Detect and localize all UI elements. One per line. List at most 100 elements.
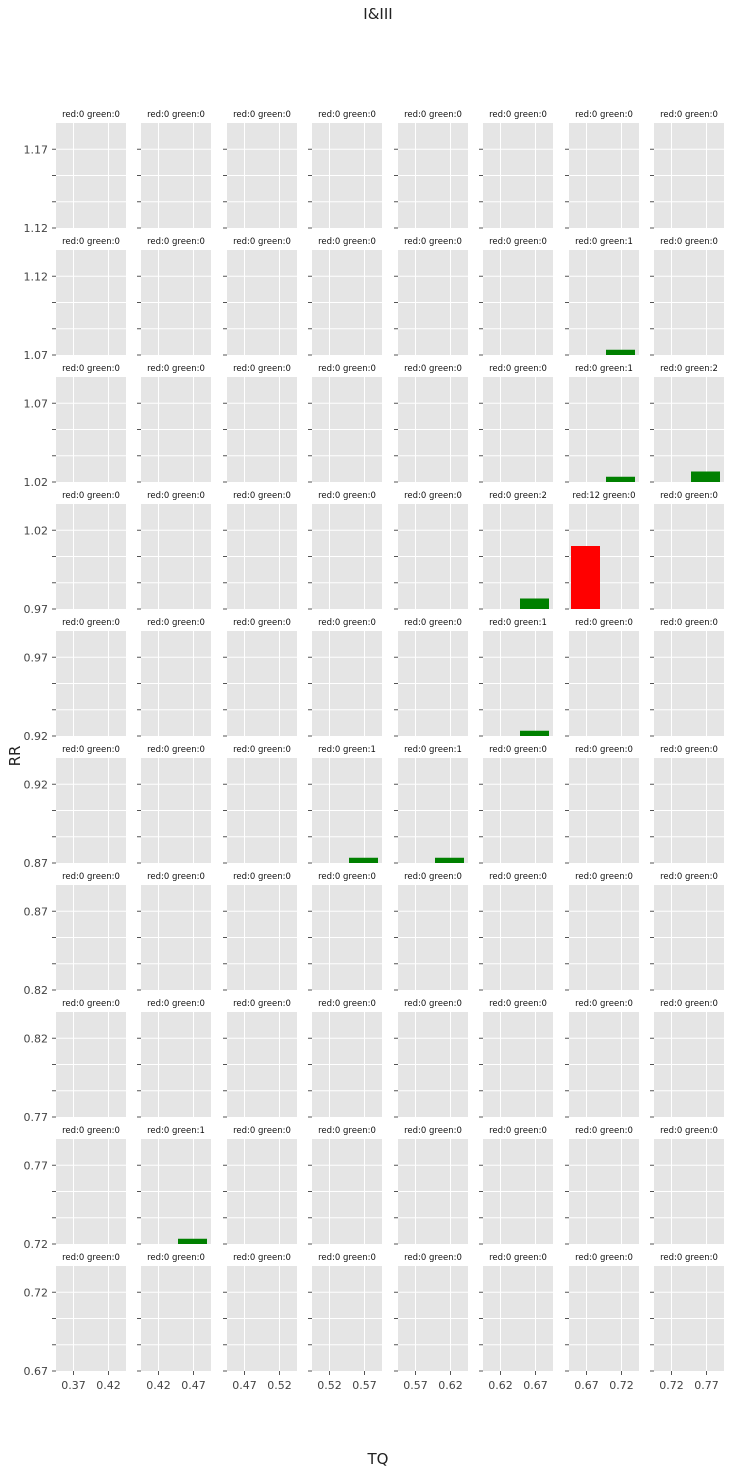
- panel-r2-c2: red:0 green:0: [223, 364, 297, 483]
- panel-r4-c5: red:0 green:1: [479, 618, 553, 737]
- panel-title: red:0 green:2: [489, 491, 547, 501]
- x-tick-label: 0.57: [352, 1379, 377, 1392]
- panel-r3-c7: red:0 green:0: [650, 491, 724, 610]
- panel-title: red:0 green:0: [318, 110, 376, 120]
- panel-title: red:0 green:0: [318, 1253, 376, 1263]
- panel-r5-c4: red:0 green:1: [394, 745, 468, 864]
- panel-title: red:0 green:0: [233, 1126, 291, 1136]
- y-tick-label: 0.77: [24, 1159, 49, 1172]
- panel-title: red:0 green:0: [660, 237, 718, 247]
- panel-title: red:0 green:0: [575, 872, 633, 882]
- panel-r9-c0: red:0 green:0 0.72 0.67 0.37 0.42: [24, 1253, 126, 1392]
- panel-title: red:0 green:0: [62, 618, 120, 628]
- panel-title: red:0 green:0: [404, 872, 462, 882]
- y-tick-label: 0.82: [24, 984, 49, 997]
- panel-r1-c0: red:0 green:0 1.12 1.07: [24, 237, 126, 362]
- x-tick-label: 0.67: [574, 1379, 599, 1392]
- bar-green: [435, 857, 464, 863]
- panel-title: red:0 green:0: [62, 1253, 120, 1263]
- panel-r7-c3: red:0 green:0: [308, 999, 382, 1118]
- y-tick-label: 1.02: [24, 476, 49, 489]
- panel-r9-c5: red:0 green:0 0.62 0.67: [479, 1253, 553, 1392]
- panel-r4-c0: red:0 green:0 0.97 0.92: [24, 618, 126, 743]
- panel-r4-c3: red:0 green:0: [308, 618, 382, 737]
- panel-title: red:0 green:0: [404, 110, 462, 120]
- panel-r2-c6: red:0 green:1: [565, 364, 639, 483]
- panel-title: red:0 green:0: [233, 618, 291, 628]
- panel-title: red:0 green:0: [660, 618, 718, 628]
- panel-r4-c4: red:0 green:0: [394, 618, 468, 737]
- panel-r0-c3: red:0 green:0: [308, 110, 382, 229]
- panel-r6-c6: red:0 green:0: [565, 872, 639, 991]
- x-tick-label: 0.67: [523, 1379, 548, 1392]
- panel-title: red:0 green:0: [62, 872, 120, 882]
- x-tick-label: 0.72: [609, 1379, 634, 1392]
- panel-r8-c1: red:0 green:1: [137, 1126, 211, 1245]
- panel-r6-c5: red:0 green:0: [479, 872, 553, 991]
- panel-r6-c7: red:0 green:0: [650, 872, 724, 991]
- panel-r0-c2: red:0 green:0: [223, 110, 297, 229]
- panel-title: red:0 green:0: [233, 110, 291, 120]
- panel-r3-c3: red:0 green:0: [308, 491, 382, 610]
- panel-title: red:0 green:0: [147, 872, 205, 882]
- panel-title: red:0 green:0: [489, 1126, 547, 1136]
- panel-r3-c2: red:0 green:0: [223, 491, 297, 610]
- panel-title: red:0 green:1: [147, 1126, 205, 1136]
- y-tick-label: 0.97: [24, 603, 49, 616]
- panel-title: red:0 green:0: [233, 1253, 291, 1263]
- panel-r1-c4: red:0 green:0: [394, 237, 468, 356]
- panel-r0-c0: red:0 green:0 1.17 1.12: [24, 110, 126, 235]
- panel-title: red:0 green:0: [318, 999, 376, 1009]
- panel-r0-c7: red:0 green:0: [650, 110, 724, 229]
- x-tick-label: 0.57: [403, 1379, 428, 1392]
- panel-r7-c0: red:0 green:0 0.82 0.77: [24, 999, 126, 1124]
- panel-title: red:0 green:0: [575, 110, 633, 120]
- panel-title: red:0 green:0: [489, 745, 547, 755]
- panel-title: red:0 green:0: [404, 999, 462, 1009]
- y-tick-label: 0.82: [24, 1032, 49, 1045]
- y-tick-label: 0.87: [24, 857, 49, 870]
- panel-r8-c4: red:0 green:0: [394, 1126, 468, 1245]
- panel-r9-c3: red:0 green:0 0.52 0.57: [308, 1253, 382, 1392]
- panel-r3-c0: red:0 green:0 1.02 0.97: [24, 491, 126, 616]
- panel-r5-c5: red:0 green:0: [479, 745, 553, 864]
- panel-r6-c2: red:0 green:0: [223, 872, 297, 991]
- y-tick-label: 1.12: [24, 270, 49, 283]
- panel-r8-c3: red:0 green:0: [308, 1126, 382, 1245]
- panel-title: red:0 green:0: [318, 491, 376, 501]
- panel-title: red:0 green:0: [489, 110, 547, 120]
- panel-title: red:0 green:0: [489, 237, 547, 247]
- panel-r2-c5: red:0 green:0: [479, 364, 553, 483]
- x-tick-label: 0.62: [438, 1379, 463, 1392]
- y-tick-label: 0.72: [24, 1238, 49, 1251]
- panel-title: red:0 green:0: [62, 237, 120, 247]
- panel-r2-c3: red:0 green:0: [308, 364, 382, 483]
- panel-title: red:0 green:0: [147, 618, 205, 628]
- panel-title: red:0 green:0: [404, 364, 462, 374]
- panel-title: red:0 green:0: [318, 618, 376, 628]
- panel-r6-c4: red:0 green:0: [394, 872, 468, 991]
- y-tick-label: 1.07: [24, 397, 49, 410]
- x-tick-label: 0.42: [96, 1379, 121, 1392]
- chart-title: I&III: [363, 5, 392, 23]
- bar-red: [571, 546, 600, 609]
- panel-title: red:0 green:0: [660, 1126, 718, 1136]
- bar-green: [520, 730, 549, 736]
- panel-title: red:0 green:1: [575, 237, 633, 247]
- panel-title: red:0 green:0: [575, 999, 633, 1009]
- panel-title: red:0 green:0: [147, 364, 205, 374]
- panel-title: red:0 green:0: [233, 872, 291, 882]
- panel-r9-c7: red:0 green:0 0.72 0.77: [650, 1253, 724, 1392]
- panel-title: red:0 green:0: [318, 872, 376, 882]
- panel-title: red:0 green:0: [147, 999, 205, 1009]
- panel-title: red:0 green:0: [233, 745, 291, 755]
- panel-r3-c1: red:0 green:0: [137, 491, 211, 610]
- panel-r3-c4: red:0 green:0: [394, 491, 468, 610]
- panel-r3-c6: red:12 green:0: [565, 491, 639, 610]
- panel-r7-c4: red:0 green:0: [394, 999, 468, 1118]
- panel-r4-c7: red:0 green:0: [650, 618, 724, 737]
- panel-title: red:0 green:0: [575, 745, 633, 755]
- x-tick-label: 0.37: [61, 1379, 86, 1392]
- panel-title: red:0 green:0: [62, 1126, 120, 1136]
